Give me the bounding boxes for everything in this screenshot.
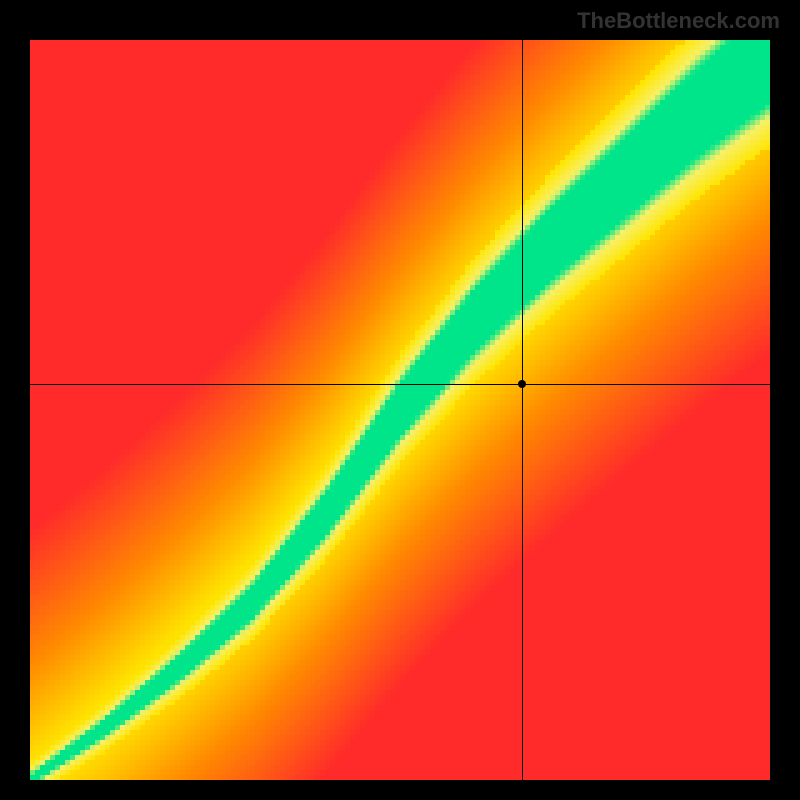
- chart-container: TheBottleneck.com: [0, 0, 800, 800]
- watermark-text: TheBottleneck.com: [577, 8, 780, 34]
- crosshair-horizontal: [30, 384, 770, 385]
- marker-dot: [518, 380, 526, 388]
- heatmap-canvas: [30, 40, 770, 780]
- plot-area: [30, 40, 770, 780]
- crosshair-vertical: [522, 40, 523, 780]
